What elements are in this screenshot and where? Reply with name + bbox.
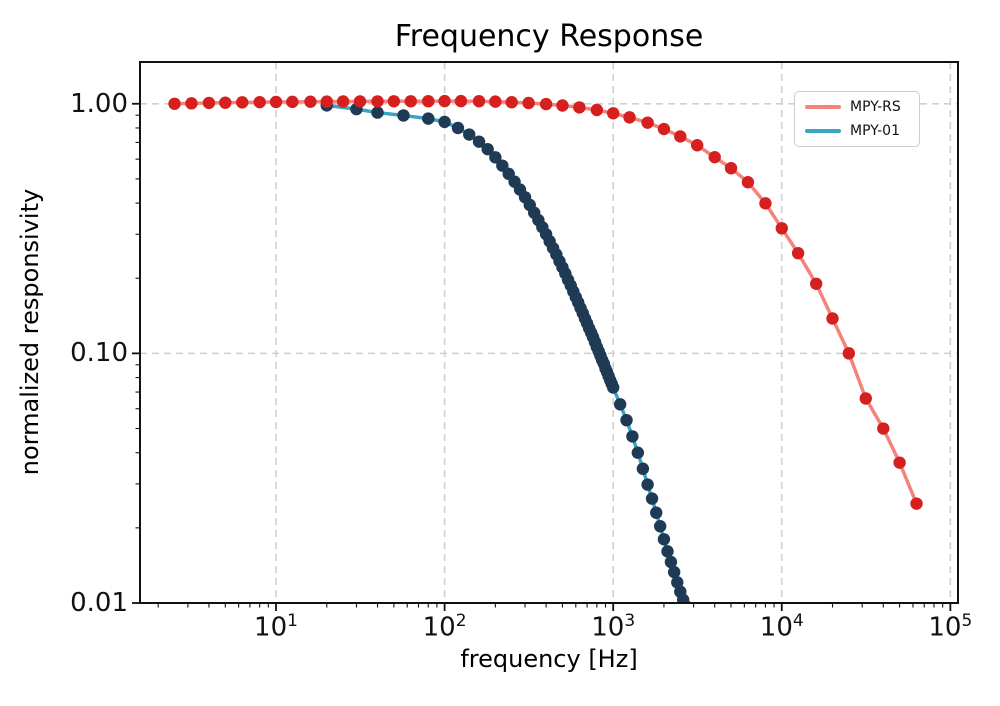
data-point bbox=[650, 506, 663, 519]
x-tick-label: 104 bbox=[759, 611, 804, 643]
data-point bbox=[859, 392, 872, 405]
data-point bbox=[573, 101, 586, 114]
y-tick-label: 0.10 bbox=[70, 338, 128, 369]
data-point bbox=[691, 139, 704, 152]
data-point bbox=[269, 95, 283, 109]
legend-entry-mpy-01: MPY-01 bbox=[805, 123, 909, 139]
data-point bbox=[489, 95, 502, 108]
y-tick-label: 0.01 bbox=[70, 588, 128, 618]
data-point bbox=[657, 533, 671, 546]
series-line bbox=[172, 99, 919, 506]
data-point bbox=[472, 135, 486, 148]
data-point bbox=[641, 116, 654, 129]
data-point bbox=[371, 106, 384, 119]
data-point bbox=[481, 142, 494, 156]
data-point bbox=[626, 430, 639, 443]
data-point bbox=[472, 94, 486, 108]
data-point bbox=[590, 103, 604, 117]
x-axis-label: frequency [Hz] bbox=[460, 645, 638, 673]
x-tick-label: 103 bbox=[591, 611, 636, 643]
x-tick-label: 101 bbox=[254, 611, 298, 643]
data-point bbox=[422, 112, 435, 125]
data-point bbox=[775, 222, 788, 235]
series-mpy-rs bbox=[168, 94, 923, 510]
legend-label-mpy-rs: MPY-RS bbox=[850, 99, 901, 115]
data-point bbox=[219, 96, 232, 109]
data-point bbox=[202, 96, 216, 110]
data-point bbox=[664, 555, 678, 569]
legend: MPY-RS MPY-01 bbox=[794, 91, 920, 147]
data-point bbox=[809, 277, 823, 290]
data-point bbox=[320, 95, 333, 108]
data-point bbox=[661, 545, 674, 558]
x-tick-label: 105 bbox=[928, 611, 973, 643]
data-point bbox=[253, 95, 266, 109]
data-point bbox=[505, 96, 518, 109]
data-point bbox=[623, 111, 636, 124]
data-point bbox=[304, 95, 317, 108]
legend-entry-mpy-rs: MPY-RS bbox=[805, 99, 909, 115]
data-point bbox=[451, 121, 465, 135]
data-point bbox=[636, 462, 650, 475]
data-point bbox=[657, 122, 671, 136]
y-tick-label: 1.00 bbox=[70, 88, 128, 119]
data-point bbox=[489, 151, 502, 164]
mpy-01-line-swatch-icon bbox=[805, 129, 841, 133]
mpy-rs-line-swatch-icon bbox=[805, 105, 841, 109]
data-point bbox=[674, 130, 687, 143]
data-point bbox=[842, 347, 856, 360]
data-point bbox=[236, 96, 249, 109]
data-point bbox=[606, 381, 620, 394]
data-point bbox=[877, 422, 890, 435]
data-point bbox=[397, 109, 410, 122]
data-point bbox=[336, 95, 350, 108]
data-point bbox=[680, 600, 692, 603]
data-point bbox=[631, 446, 645, 459]
data-point bbox=[741, 176, 755, 189]
chart-title: Frequency Response bbox=[394, 19, 704, 54]
data-point bbox=[676, 593, 690, 603]
data-point bbox=[667, 565, 681, 579]
data-point bbox=[454, 94, 468, 108]
data-point bbox=[438, 94, 451, 108]
data-point bbox=[653, 520, 667, 533]
data-point bbox=[708, 150, 721, 164]
data-point bbox=[387, 95, 401, 108]
data-point bbox=[641, 478, 654, 491]
data-point bbox=[910, 497, 923, 510]
data-point bbox=[620, 413, 633, 427]
data-point bbox=[185, 97, 198, 110]
data-point bbox=[759, 197, 772, 210]
plot-border bbox=[139, 61, 959, 604]
data-point bbox=[353, 95, 367, 108]
legend-label-mpy-01: MPY-01 bbox=[850, 123, 900, 139]
data-point bbox=[438, 115, 451, 129]
data-series bbox=[168, 94, 923, 603]
data-point bbox=[791, 246, 805, 260]
data-point bbox=[613, 398, 627, 411]
data-point bbox=[371, 95, 384, 108]
data-point bbox=[422, 94, 435, 108]
data-point bbox=[404, 95, 417, 108]
data-point bbox=[645, 492, 659, 505]
data-point bbox=[556, 99, 569, 112]
data-point bbox=[286, 95, 299, 109]
data-point bbox=[168, 97, 181, 110]
data-point bbox=[522, 96, 535, 110]
series-mpy-01 bbox=[320, 99, 692, 603]
series-line bbox=[325, 103, 687, 603]
data-point bbox=[671, 576, 684, 589]
data-point bbox=[463, 128, 476, 141]
data-point bbox=[893, 456, 906, 469]
data-point bbox=[539, 97, 553, 111]
x-tick-label: 102 bbox=[422, 611, 467, 643]
data-point bbox=[606, 107, 620, 120]
axis-ticks bbox=[132, 102, 952, 611]
data-point bbox=[826, 312, 839, 325]
data-point bbox=[724, 161, 738, 175]
